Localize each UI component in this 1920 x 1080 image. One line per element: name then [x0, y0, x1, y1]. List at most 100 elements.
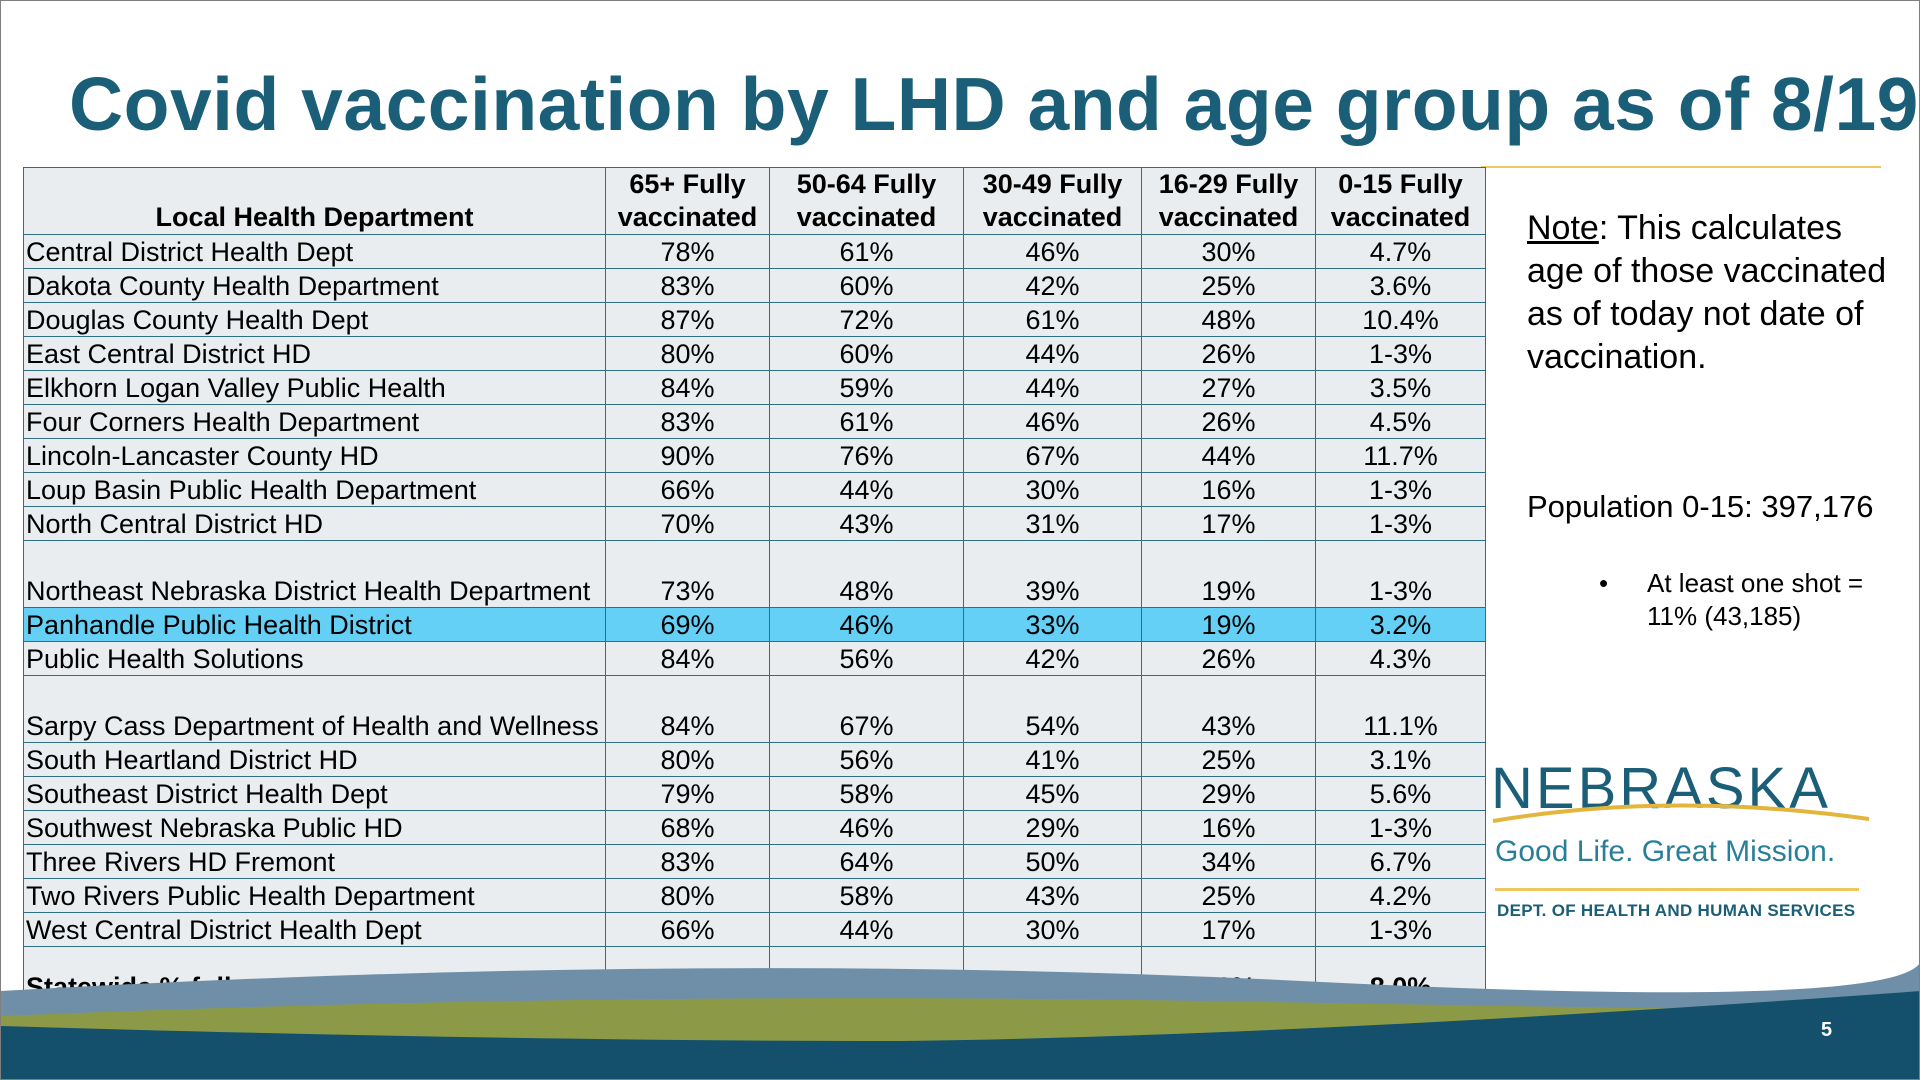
percent-cell: 43%	[1141, 675, 1316, 743]
percent-cell: 61%	[769, 404, 964, 439]
table-row: Four Corners Health Department 83% 61% 46% 2…	[23, 404, 1486, 439]
percent-cell: 66%	[605, 472, 770, 507]
percent-cell: 42%	[963, 641, 1142, 676]
percent-cell: 48%	[769, 540, 964, 608]
lhd-name-cell: Four Corners Health Department	[23, 404, 606, 439]
percent-cell: 30%	[963, 472, 1142, 507]
percent-cell: 3.6%	[1315, 268, 1486, 303]
percent-cell: 30%	[1141, 234, 1316, 269]
percent-cell: 4.3%	[1315, 641, 1486, 676]
percent-cell: 39%	[963, 540, 1142, 608]
percent-cell: 1-3%	[1315, 472, 1486, 507]
percent-cell: 67%	[769, 675, 964, 743]
lhd-name-cell: Sarpy Cass Department of Health and Well…	[23, 675, 606, 743]
percent-cell: 56%	[769, 641, 964, 676]
percent-cell: 27%	[1141, 370, 1316, 405]
percent-cell: 10.4%	[1315, 302, 1486, 337]
percent-cell: 45%	[963, 776, 1142, 811]
percent-cell: 72%	[769, 302, 964, 337]
percent-cell: 43%	[963, 878, 1142, 913]
percent-cell: 83%	[605, 268, 770, 303]
table-row: Elkhorn Logan Valley Public Health 84% 59%…	[23, 370, 1486, 405]
percent-cell: 16%	[1141, 810, 1316, 845]
header-cell: Local Health Department	[23, 167, 606, 235]
population-text: Population 0-15: 397,176	[1527, 489, 1874, 524]
percent-cell: 25%	[1141, 268, 1316, 303]
percent-cell: 44%	[963, 336, 1142, 371]
percent-cell: 4.2%	[1315, 878, 1486, 913]
table-row: Lincoln-Lancaster County HD 90% 76% 67% 44% 1…	[23, 438, 1486, 473]
table-row: North Central District HD 70% 43% 31% 17% 1-3…	[23, 506, 1486, 541]
table-row: Southwest Nebraska Public HD 68% 46% 29% 16%…	[23, 810, 1486, 845]
percent-cell: 34%	[1141, 844, 1316, 879]
percent-cell: 44%	[963, 370, 1142, 405]
lhd-name-cell: South Heartland District HD	[23, 742, 606, 777]
table-row: Panhandle Public Health District 69% 46% 33…	[23, 607, 1486, 642]
title-accent-rule	[1481, 166, 1881, 168]
percent-cell: 44%	[769, 472, 964, 507]
nebraska-dhhs-logo: NEBRASKA Good Life. Great Mission. DEPT.…	[1491, 755, 1891, 935]
percent-cell: 60%	[769, 268, 964, 303]
percent-cell: 80%	[605, 878, 770, 913]
percent-cell: 83%	[605, 844, 770, 879]
percent-cell: 17%	[1141, 912, 1316, 947]
percent-cell: 19%	[1141, 607, 1316, 642]
percent-cell: 48%	[1141, 302, 1316, 337]
table-row: West Central District Health Dept 66% 44% 3…	[23, 912, 1486, 947]
table-row: Two Rivers Public Health Department 80% 58…	[23, 878, 1486, 913]
percent-cell: 80%	[605, 336, 770, 371]
slide-title: Covid vaccination by LHD and age group a…	[69, 62, 1919, 146]
percent-cell: 1-3%	[1315, 540, 1486, 608]
header-cell: 50-64 Fully vaccinated	[769, 167, 964, 235]
header-cell: 0-15 Fully vaccinated	[1315, 167, 1486, 235]
lhd-name-cell: East Central District HD	[23, 336, 606, 371]
table-row: Three Rivers HD Fremont 83% 64% 50% 34% 6.7%	[23, 844, 1486, 879]
percent-cell: 67%	[963, 438, 1142, 473]
table-header-row: Local Health Department 65+ Fully vaccin…	[23, 167, 1486, 235]
percent-cell: 83%	[605, 404, 770, 439]
percent-cell: 78%	[605, 234, 770, 269]
percent-cell: 5.6%	[1315, 776, 1486, 811]
note-label: Note	[1527, 209, 1599, 247]
percent-cell: 79%	[605, 776, 770, 811]
table-row: East Central District HD 80% 60% 44% 26% 1-3%	[23, 336, 1486, 371]
percent-cell: 90%	[605, 438, 770, 473]
percent-cell: 59%	[769, 370, 964, 405]
percent-cell: 61%	[963, 302, 1142, 337]
percent-cell: 70%	[605, 506, 770, 541]
percent-cell: 1-3%	[1315, 336, 1486, 371]
percent-cell: 54%	[963, 675, 1142, 743]
percent-cell: 25%	[1141, 878, 1316, 913]
table-row: Southeast District Health Dept 79% 58% 45% 2…	[23, 776, 1486, 811]
table-body: Central District Health Dept 78% 61% 46% 30%…	[23, 234, 1486, 1004]
lhd-name-cell: North Central District HD	[23, 506, 606, 541]
footer-wave-graphic	[1, 964, 1919, 1079]
percent-cell: 1-3%	[1315, 912, 1486, 947]
vaccination-table: Local Health Department 65+ Fully vaccin…	[23, 167, 1486, 1004]
percent-cell: 26%	[1141, 404, 1316, 439]
percent-cell: 3.1%	[1315, 742, 1486, 777]
percent-cell: 30%	[963, 912, 1142, 947]
lhd-name-cell: Lincoln-Lancaster County HD	[23, 438, 606, 473]
lhd-name-cell: Douglas County Health Dept	[23, 302, 606, 337]
percent-cell: 29%	[1141, 776, 1316, 811]
percent-cell: 1-3%	[1315, 810, 1486, 845]
percent-cell: 26%	[1141, 336, 1316, 371]
lhd-name-cell: Three Rivers HD Fremont	[23, 844, 606, 879]
percent-cell: 68%	[605, 810, 770, 845]
percent-cell: 50%	[963, 844, 1142, 879]
percent-cell: 73%	[605, 540, 770, 608]
percent-cell: 43%	[769, 506, 964, 541]
percent-cell: 58%	[769, 878, 964, 913]
percent-cell: 11.1%	[1315, 675, 1486, 743]
percent-cell: 4.7%	[1315, 234, 1486, 269]
bullet-text: At least one shot = 11% (43,185)	[1647, 568, 1864, 631]
lhd-name-cell: Central District Health Dept	[23, 234, 606, 269]
percent-cell: 31%	[963, 506, 1142, 541]
percent-cell: 64%	[769, 844, 964, 879]
percent-cell: 46%	[769, 607, 964, 642]
percent-cell: 11.7%	[1315, 438, 1486, 473]
lhd-name-cell: Public Health Solutions	[23, 641, 606, 676]
percent-cell: 46%	[963, 404, 1142, 439]
